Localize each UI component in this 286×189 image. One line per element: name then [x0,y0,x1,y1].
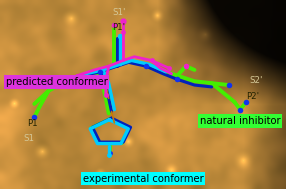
Text: P1: P1 [27,119,38,128]
Text: P2': P2' [247,92,260,101]
Text: experimental conformer: experimental conformer [83,174,203,184]
Text: P1': P1' [112,23,125,32]
Text: natural inhibitor: natural inhibitor [200,116,280,126]
Text: predicted conformer: predicted conformer [6,77,108,87]
Text: S2': S2' [249,76,263,85]
Text: S1': S1' [112,8,126,17]
Text: S1: S1 [23,134,34,143]
